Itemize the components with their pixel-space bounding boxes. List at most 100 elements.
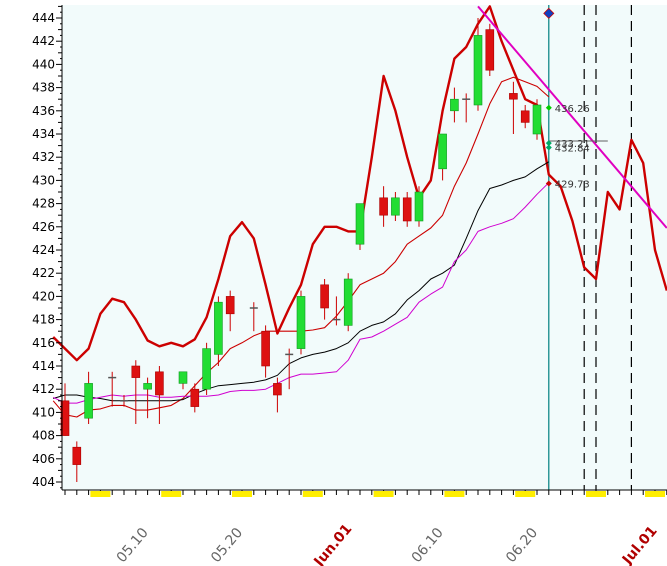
- y-tick-label: 416: [32, 336, 55, 350]
- candle-body: [391, 197, 400, 216]
- candle-body: [178, 371, 188, 384]
- candle-body: [520, 110, 530, 123]
- candle: [155, 366, 164, 424]
- y-tick-label: 418: [32, 313, 55, 327]
- candle: [190, 383, 200, 413]
- y-tick-label: 434: [32, 127, 55, 141]
- candle-body: [190, 388, 200, 407]
- candle-body: [450, 98, 459, 112]
- y-tick-label: 410: [32, 405, 55, 419]
- x-tick-label: 06.10: [409, 525, 447, 566]
- axis-highlight: [232, 491, 252, 497]
- candle-body: [143, 383, 152, 390]
- y-tick-label: 440: [32, 57, 55, 71]
- candle: [273, 377, 282, 413]
- candle: [225, 290, 235, 332]
- y-tick-label: 422: [32, 266, 55, 280]
- y-tick-label: 408: [32, 429, 55, 443]
- axis-highlight: [586, 491, 606, 497]
- annotation-dot: [545, 140, 552, 147]
- annotation-label: 429.73: [555, 180, 590, 191]
- candle-body: [402, 197, 412, 222]
- candle-body: [72, 446, 82, 465]
- x-tick-label: Jun.01: [311, 521, 356, 566]
- candle-body: [414, 191, 424, 222]
- candle-body: [509, 93, 518, 100]
- candle-body: [320, 284, 329, 309]
- candle-body: [131, 365, 141, 378]
- y-tick-label: 406: [32, 452, 55, 466]
- axis-highlight: [645, 491, 665, 497]
- axis-highlight: [515, 491, 536, 497]
- candle: [84, 371, 93, 424]
- candle: [108, 371, 117, 407]
- x-tick-label: Jul.01: [619, 523, 661, 566]
- y-tick-label: 436: [32, 104, 55, 118]
- candle: [520, 105, 530, 129]
- plot-area: [62, 5, 667, 490]
- candle: [379, 186, 388, 227]
- candle: [214, 296, 223, 366]
- candle: [178, 371, 188, 390]
- candle-body: [296, 296, 306, 349]
- candle: [332, 296, 341, 326]
- candle: [509, 81, 518, 134]
- y-tick-label: 442: [32, 34, 55, 48]
- candle: [261, 325, 270, 378]
- trend-line-line: [477, 5, 667, 229]
- axis-highlight: [444, 491, 465, 497]
- candle-body: [438, 133, 447, 170]
- candle-body: [355, 203, 365, 245]
- x-tick-label: 05.10: [114, 525, 152, 566]
- candle-body: [202, 348, 211, 390]
- candle: [402, 192, 412, 227]
- annotation-dot: [545, 180, 552, 187]
- candle: [143, 377, 152, 419]
- candle-body: [214, 301, 223, 355]
- candle: [72, 441, 82, 482]
- candle-body: [225, 296, 235, 315]
- x-tick-label: 06.20: [503, 525, 541, 566]
- y-tick-label: 404: [32, 475, 55, 489]
- plot-background: [62, 5, 667, 490]
- candle: [532, 99, 542, 140]
- candle-body: [84, 383, 93, 419]
- annotation-dot: [545, 104, 552, 111]
- candle: [343, 273, 353, 332]
- y-tick-label: 420: [32, 289, 55, 303]
- candle-body: [155, 371, 164, 396]
- y-tick-label: 438: [32, 81, 55, 95]
- annotation-label: 432.84: [555, 143, 590, 154]
- candle: [414, 186, 424, 227]
- candle-body: [273, 383, 282, 396]
- annotation-label: 433.21: [555, 139, 590, 150]
- candle: [485, 23, 495, 76]
- candle: [120, 395, 128, 407]
- candles: [60, 18, 542, 482]
- y-tick-label: 412: [32, 382, 55, 396]
- x-tick-label: 05.20: [208, 525, 246, 566]
- candle: [450, 87, 459, 123]
- candle: [391, 192, 400, 221]
- axis-highlight: [161, 491, 182, 497]
- axis-highlight: [373, 491, 394, 497]
- axis-highlight: [302, 491, 323, 497]
- candle-body: [343, 278, 353, 326]
- candle: [131, 360, 141, 424]
- candle: [249, 302, 258, 332]
- candle: [462, 93, 471, 123]
- candle: [202, 342, 211, 395]
- candle: [320, 279, 329, 320]
- annotation-label: 436.26: [555, 104, 590, 115]
- candle: [473, 18, 483, 111]
- y-tick-label: 428: [32, 197, 55, 211]
- y-tick-label: 430: [32, 173, 55, 187]
- candle: [438, 133, 447, 181]
- candle-body: [473, 35, 483, 106]
- candle: [355, 203, 365, 250]
- y-tick-label: 426: [32, 220, 55, 234]
- axis-highlight: [90, 491, 111, 497]
- candle-body: [485, 29, 495, 71]
